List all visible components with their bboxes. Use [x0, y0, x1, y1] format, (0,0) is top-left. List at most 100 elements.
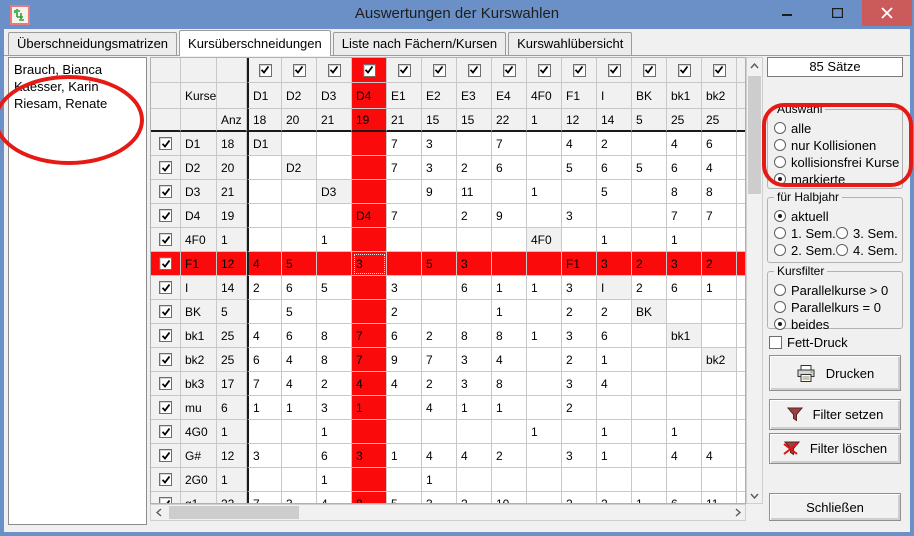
- radio-beides[interactable]: beides: [774, 316, 896, 332]
- cell-4G0-bk2[interactable]: [702, 420, 737, 444]
- tab-kursueberschneidungen[interactable]: Kursüberschneidungen: [179, 30, 331, 56]
- cell-F1-D3[interactable]: [317, 252, 352, 276]
- checkbox-icon[interactable]: [159, 209, 172, 222]
- cell-4F0-D4[interactable]: [352, 228, 387, 252]
- cell-D4-E1[interactable]: 7: [387, 204, 422, 228]
- cell-bk3-BK[interactable]: [632, 372, 667, 396]
- checkbox-icon[interactable]: [537, 63, 551, 77]
- cell-bk1-BK[interactable]: [632, 324, 667, 348]
- cell-D2-E4[interactable]: 6: [492, 156, 527, 180]
- cell-D2-I[interactable]: 6: [597, 156, 632, 180]
- cell-D3-I[interactable]: 5: [597, 180, 632, 204]
- cell-F1-E3[interactable]: 3: [457, 252, 492, 276]
- column-checkbox-E2[interactable]: [422, 58, 457, 83]
- cell-4G0-I[interactable]: 1: [597, 420, 632, 444]
- cell-bk3-E4[interactable]: 8: [492, 372, 527, 396]
- cell-G#-E1[interactable]: 1: [387, 444, 422, 468]
- cell-D3-bk1[interactable]: 8: [667, 180, 702, 204]
- cell-bk3-4F0[interactable]: [527, 372, 562, 396]
- cell-D2-D2[interactable]: D2: [282, 156, 317, 180]
- column-checkbox-I[interactable]: [597, 58, 632, 83]
- checkbox-icon[interactable]: [712, 63, 726, 77]
- column-checkbox-bk1[interactable]: [667, 58, 702, 83]
- radio-kollisionsfrei-kurse[interactable]: kollisionsfrei Kurse: [774, 154, 899, 170]
- cell-bk1-F1[interactable]: 3: [562, 324, 597, 348]
- cell-4G0-D2[interactable]: [282, 420, 317, 444]
- checkbox-icon[interactable]: [159, 233, 172, 246]
- cell-4F0-bk1[interactable]: 1: [667, 228, 702, 252]
- maximize-button[interactable]: [812, 0, 862, 26]
- cell-G#-bk1[interactable]: 4: [667, 444, 702, 468]
- cell-bk2-BK[interactable]: [632, 348, 667, 372]
- cell-4G0-D4[interactable]: [352, 420, 387, 444]
- cell-D2-F1[interactable]: 5: [562, 156, 597, 180]
- cell-F1-F1[interactable]: F1: [562, 252, 597, 276]
- cell-2G0-D1[interactable]: [247, 468, 282, 492]
- cell-D1-D2[interactable]: [282, 132, 317, 156]
- cell-bk1-I[interactable]: 6: [597, 324, 632, 348]
- cell-mu-bk2[interactable]: [702, 396, 737, 420]
- checkbox-icon[interactable]: [159, 449, 172, 462]
- cell-D3-D4[interactable]: [352, 180, 387, 204]
- cell-4G0-F1[interactable]: [562, 420, 597, 444]
- cell-g1-D2[interactable]: 3: [282, 492, 317, 503]
- cell-F1-D4[interactable]: 3: [352, 252, 387, 276]
- checkbox-icon[interactable]: [159, 185, 172, 198]
- row-checkbox-G#[interactable]: [151, 444, 181, 468]
- column-header-bk1[interactable]: bk1: [667, 83, 702, 109]
- cell-bk3-bk2[interactable]: [702, 372, 737, 396]
- cell-F1-D1[interactable]: 4: [247, 252, 282, 276]
- checkbox-icon[interactable]: [159, 401, 172, 414]
- cell-I-E2[interactable]: [422, 276, 457, 300]
- cell-2G0-4F0[interactable]: [527, 468, 562, 492]
- cell-D3-E3[interactable]: 11: [457, 180, 492, 204]
- cell-2G0-E4[interactable]: [492, 468, 527, 492]
- checkbox-icon[interactable]: [159, 425, 172, 438]
- cell-2G0-E1[interactable]: [387, 468, 422, 492]
- cell-bk3-bk1[interactable]: [667, 372, 702, 396]
- cell-4F0-E4[interactable]: [492, 228, 527, 252]
- cell-bk2-4F0[interactable]: [527, 348, 562, 372]
- column-checkbox-E4[interactable]: [492, 58, 527, 83]
- cell-G#-E4[interactable]: 2: [492, 444, 527, 468]
- cell-D3-bk2[interactable]: 8: [702, 180, 737, 204]
- cell-mu-E2[interactable]: 4: [422, 396, 457, 420]
- cell-D2-4F0[interactable]: [527, 156, 562, 180]
- column-header-E4[interactable]: E4: [492, 83, 527, 109]
- cell-mu-D4[interactable]: 1: [352, 396, 387, 420]
- cell-2G0-E2[interactable]: 1: [422, 468, 457, 492]
- row-checkbox-I[interactable]: [151, 276, 181, 300]
- cell-D3-D1[interactable]: [247, 180, 282, 204]
- cell-I-I[interactable]: I: [597, 276, 632, 300]
- cell-D4-E4[interactable]: 9: [492, 204, 527, 228]
- column-header-D2[interactable]: D2: [282, 83, 317, 109]
- cell-D2-bk2[interactable]: 4: [702, 156, 737, 180]
- cell-G#-E3[interactable]: 4: [457, 444, 492, 468]
- cell-D4-4F0[interactable]: [527, 204, 562, 228]
- cell-D4-D1[interactable]: [247, 204, 282, 228]
- cell-F1-E4[interactable]: [492, 252, 527, 276]
- checkbox-icon[interactable]: [397, 63, 411, 77]
- cell-2G0-D2[interactable]: [282, 468, 317, 492]
- cell-BK-E3[interactable]: [457, 300, 492, 324]
- column-header-bk2[interactable]: bk2: [702, 83, 737, 109]
- cell-I-F1[interactable]: 3: [562, 276, 597, 300]
- cell-D1-I[interactable]: 2: [597, 132, 632, 156]
- cell-bk3-E3[interactable]: 3: [457, 372, 492, 396]
- checkbox-icon[interactable]: [159, 281, 172, 294]
- cell-D1-D1[interactable]: D1: [247, 132, 282, 156]
- checkbox-icon[interactable]: [159, 305, 172, 318]
- grid-horizontal-scrollbar[interactable]: [150, 504, 746, 521]
- row-checkbox-g1[interactable]: [151, 492, 181, 503]
- cell-I-4F0[interactable]: 1: [527, 276, 562, 300]
- cell-4F0-E2[interactable]: [422, 228, 457, 252]
- row-checkbox-F1[interactable]: [151, 252, 181, 276]
- cell-D3-D2[interactable]: [282, 180, 317, 204]
- cell-4G0-E3[interactable]: [457, 420, 492, 444]
- column-header-F1[interactable]: F1: [562, 83, 597, 109]
- cell-4F0-bk2[interactable]: [702, 228, 737, 252]
- cell-bk3-I[interactable]: 4: [597, 372, 632, 396]
- tab-liste-nach-faechern-kursen[interactable]: Liste nach Fächern/Kursen: [332, 32, 507, 55]
- checkbox-icon[interactable]: [159, 377, 172, 390]
- cell-D4-bk1[interactable]: 7: [667, 204, 702, 228]
